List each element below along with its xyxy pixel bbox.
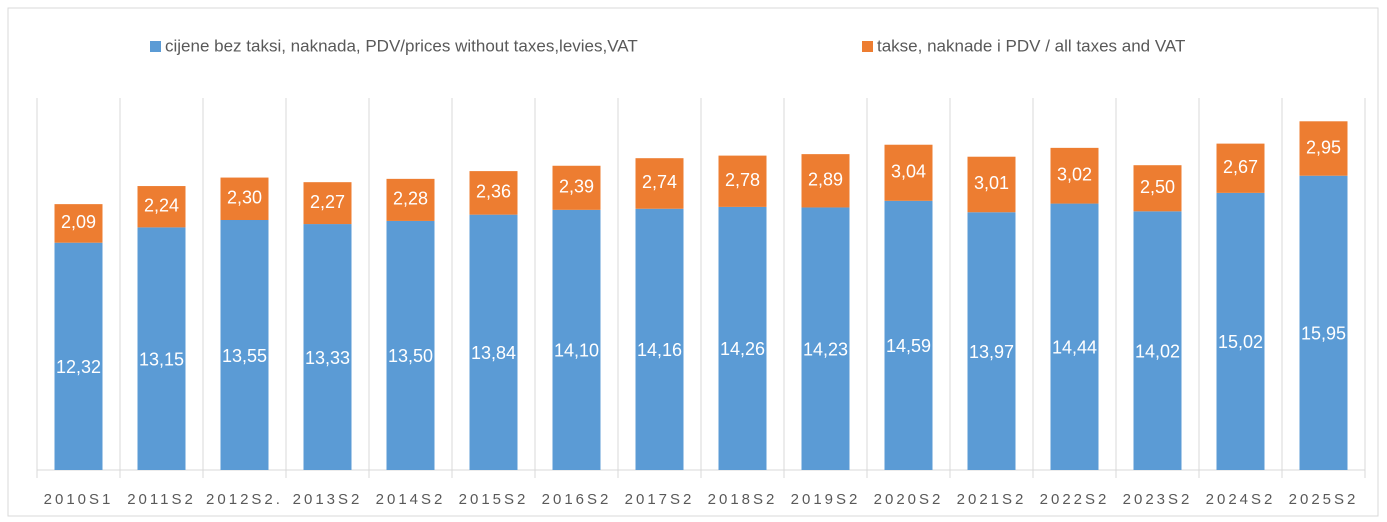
data-label: 2,24 (144, 195, 179, 215)
bar-segment (801, 207, 850, 471)
bar-segment (884, 200, 933, 470)
bar-segment (137, 186, 186, 228)
data-label: 2,74 (642, 172, 677, 192)
bar-segment (386, 178, 435, 221)
data-label: 13,33 (305, 348, 350, 368)
bar-segment (635, 158, 684, 209)
x-tick-label: 2010S1 (44, 491, 114, 508)
data-label: 13,15 (139, 349, 184, 369)
data-label: 2,36 (476, 182, 511, 202)
data-label: 15,02 (1218, 332, 1263, 352)
data-label: 2,89 (808, 170, 843, 190)
bar-segment (635, 208, 684, 471)
legend-label: cijene bez taksi, naknada, PDV/prices wi… (165, 36, 638, 55)
data-label: 12,32 (56, 357, 101, 377)
bar-segment (469, 171, 518, 215)
bar-segment (1299, 175, 1348, 470)
bar-segment (303, 224, 352, 470)
data-label: 14,16 (637, 340, 682, 360)
data-label: 13,84 (471, 343, 516, 363)
x-tick-label: 2021S2 (957, 491, 1027, 508)
data-label: 3,02 (1057, 164, 1092, 184)
x-tick-label: 2020S2 (874, 491, 944, 508)
data-label: 13,50 (388, 346, 433, 366)
x-tick-label: 2014S2 (376, 491, 446, 508)
legend-swatch (862, 41, 873, 52)
bar-segment (386, 220, 435, 470)
x-tick-label: 2016S2 (542, 491, 612, 508)
data-label: 2,30 (227, 188, 262, 208)
bar-segment (552, 165, 601, 210)
legend-label: takse, naknade i PDV / all taxes and VAT (877, 36, 1185, 55)
bar-segment (303, 182, 352, 225)
x-tick-label: 2015S2 (459, 491, 529, 508)
x-tick-label: 2019S2 (791, 491, 861, 508)
data-label: 2,78 (725, 170, 760, 190)
bar-segment (1050, 203, 1099, 470)
x-tick-label: 2011S2 (127, 491, 196, 508)
data-label: 14,10 (554, 341, 599, 361)
bar-segment (801, 154, 850, 208)
bar-segment (967, 156, 1016, 213)
x-tick-label: 2024S2 (1206, 491, 1276, 508)
bar-segment (220, 177, 269, 221)
x-tick-label: 2017S2 (625, 491, 695, 508)
data-label: 15,95 (1301, 324, 1346, 344)
x-tick-label: 2018S2 (708, 491, 778, 508)
bar-segment (54, 242, 103, 470)
data-label: 2,39 (559, 177, 594, 197)
bar-segment (1216, 143, 1265, 193)
bar-segment (718, 206, 767, 470)
data-label: 2,28 (393, 189, 428, 209)
data-label: 3,01 (974, 173, 1009, 193)
bar-segment (54, 204, 103, 243)
bar-segment (552, 209, 601, 471)
data-label: 13,55 (222, 346, 267, 366)
bar-segment (469, 214, 518, 470)
bar-segment (718, 155, 767, 207)
bar-segment (220, 220, 269, 470)
data-label: 2,95 (1306, 137, 1341, 157)
data-label: 14,02 (1135, 341, 1180, 361)
bar-segment (137, 227, 186, 470)
bar-segment (884, 144, 933, 201)
bar-segment (1216, 192, 1265, 471)
data-label: 14,23 (803, 339, 848, 359)
data-label: 14,59 (886, 336, 931, 356)
data-label: 2,09 (61, 212, 96, 232)
data-label: 2,67 (1223, 157, 1258, 177)
data-label: 13,97 (969, 342, 1014, 362)
bar-segment (967, 212, 1016, 471)
data-label: 2,27 (310, 192, 345, 212)
x-tick-label: 2013S2 (293, 491, 363, 508)
data-label: 14,26 (720, 339, 765, 359)
bar-segment (1299, 121, 1348, 176)
data-label: 14,44 (1052, 338, 1097, 358)
x-tick-label: 2025S2 (1289, 491, 1359, 508)
data-label: 3,04 (891, 162, 926, 182)
x-tick-label: 2022S2 (1040, 491, 1110, 508)
data-label: 2,50 (1140, 177, 1175, 197)
x-tick-label: 2012S2. (206, 491, 283, 508)
bar-segment (1133, 211, 1182, 470)
bar-segment (1050, 147, 1099, 204)
x-tick-label: 2023S2 (1123, 491, 1193, 508)
legend-swatch (150, 41, 161, 52)
bar-segment (1133, 165, 1182, 212)
